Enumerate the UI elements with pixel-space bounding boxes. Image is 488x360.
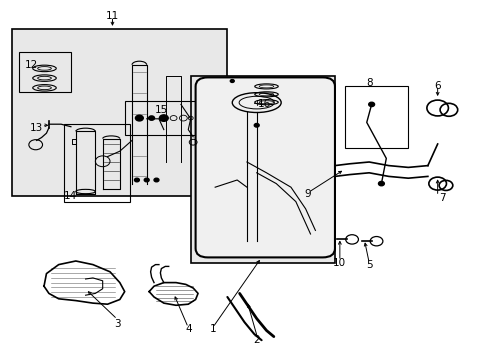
Circle shape <box>134 178 139 182</box>
Bar <box>12 29 227 196</box>
Circle shape <box>144 178 149 182</box>
Circle shape <box>148 116 154 120</box>
Text: 9: 9 <box>304 189 311 199</box>
Bar <box>344 86 407 148</box>
Text: 12: 12 <box>25 60 39 70</box>
Text: 8: 8 <box>365 78 372 88</box>
Text: 1: 1 <box>209 324 216 334</box>
Text: 11: 11 <box>105 11 119 21</box>
Circle shape <box>230 80 234 82</box>
Text: 4: 4 <box>184 324 191 334</box>
Bar <box>224 77 295 131</box>
Text: 6: 6 <box>433 81 440 91</box>
Circle shape <box>254 123 259 127</box>
Text: 13: 13 <box>30 123 43 133</box>
Text: 14: 14 <box>64 191 78 201</box>
Text: 15: 15 <box>154 105 168 115</box>
Bar <box>124 101 200 135</box>
Circle shape <box>135 115 143 121</box>
Circle shape <box>159 115 168 121</box>
Bar <box>190 76 334 263</box>
Text: 7: 7 <box>438 193 445 203</box>
Circle shape <box>368 102 374 107</box>
Text: 2: 2 <box>253 335 260 345</box>
Circle shape <box>378 181 384 186</box>
Circle shape <box>154 178 159 182</box>
FancyBboxPatch shape <box>195 77 334 257</box>
Text: 3: 3 <box>114 319 121 329</box>
Text: 10: 10 <box>333 258 346 268</box>
Text: 16: 16 <box>257 99 270 109</box>
Bar <box>19 52 71 92</box>
Bar <box>63 124 129 202</box>
Text: 5: 5 <box>365 260 372 270</box>
